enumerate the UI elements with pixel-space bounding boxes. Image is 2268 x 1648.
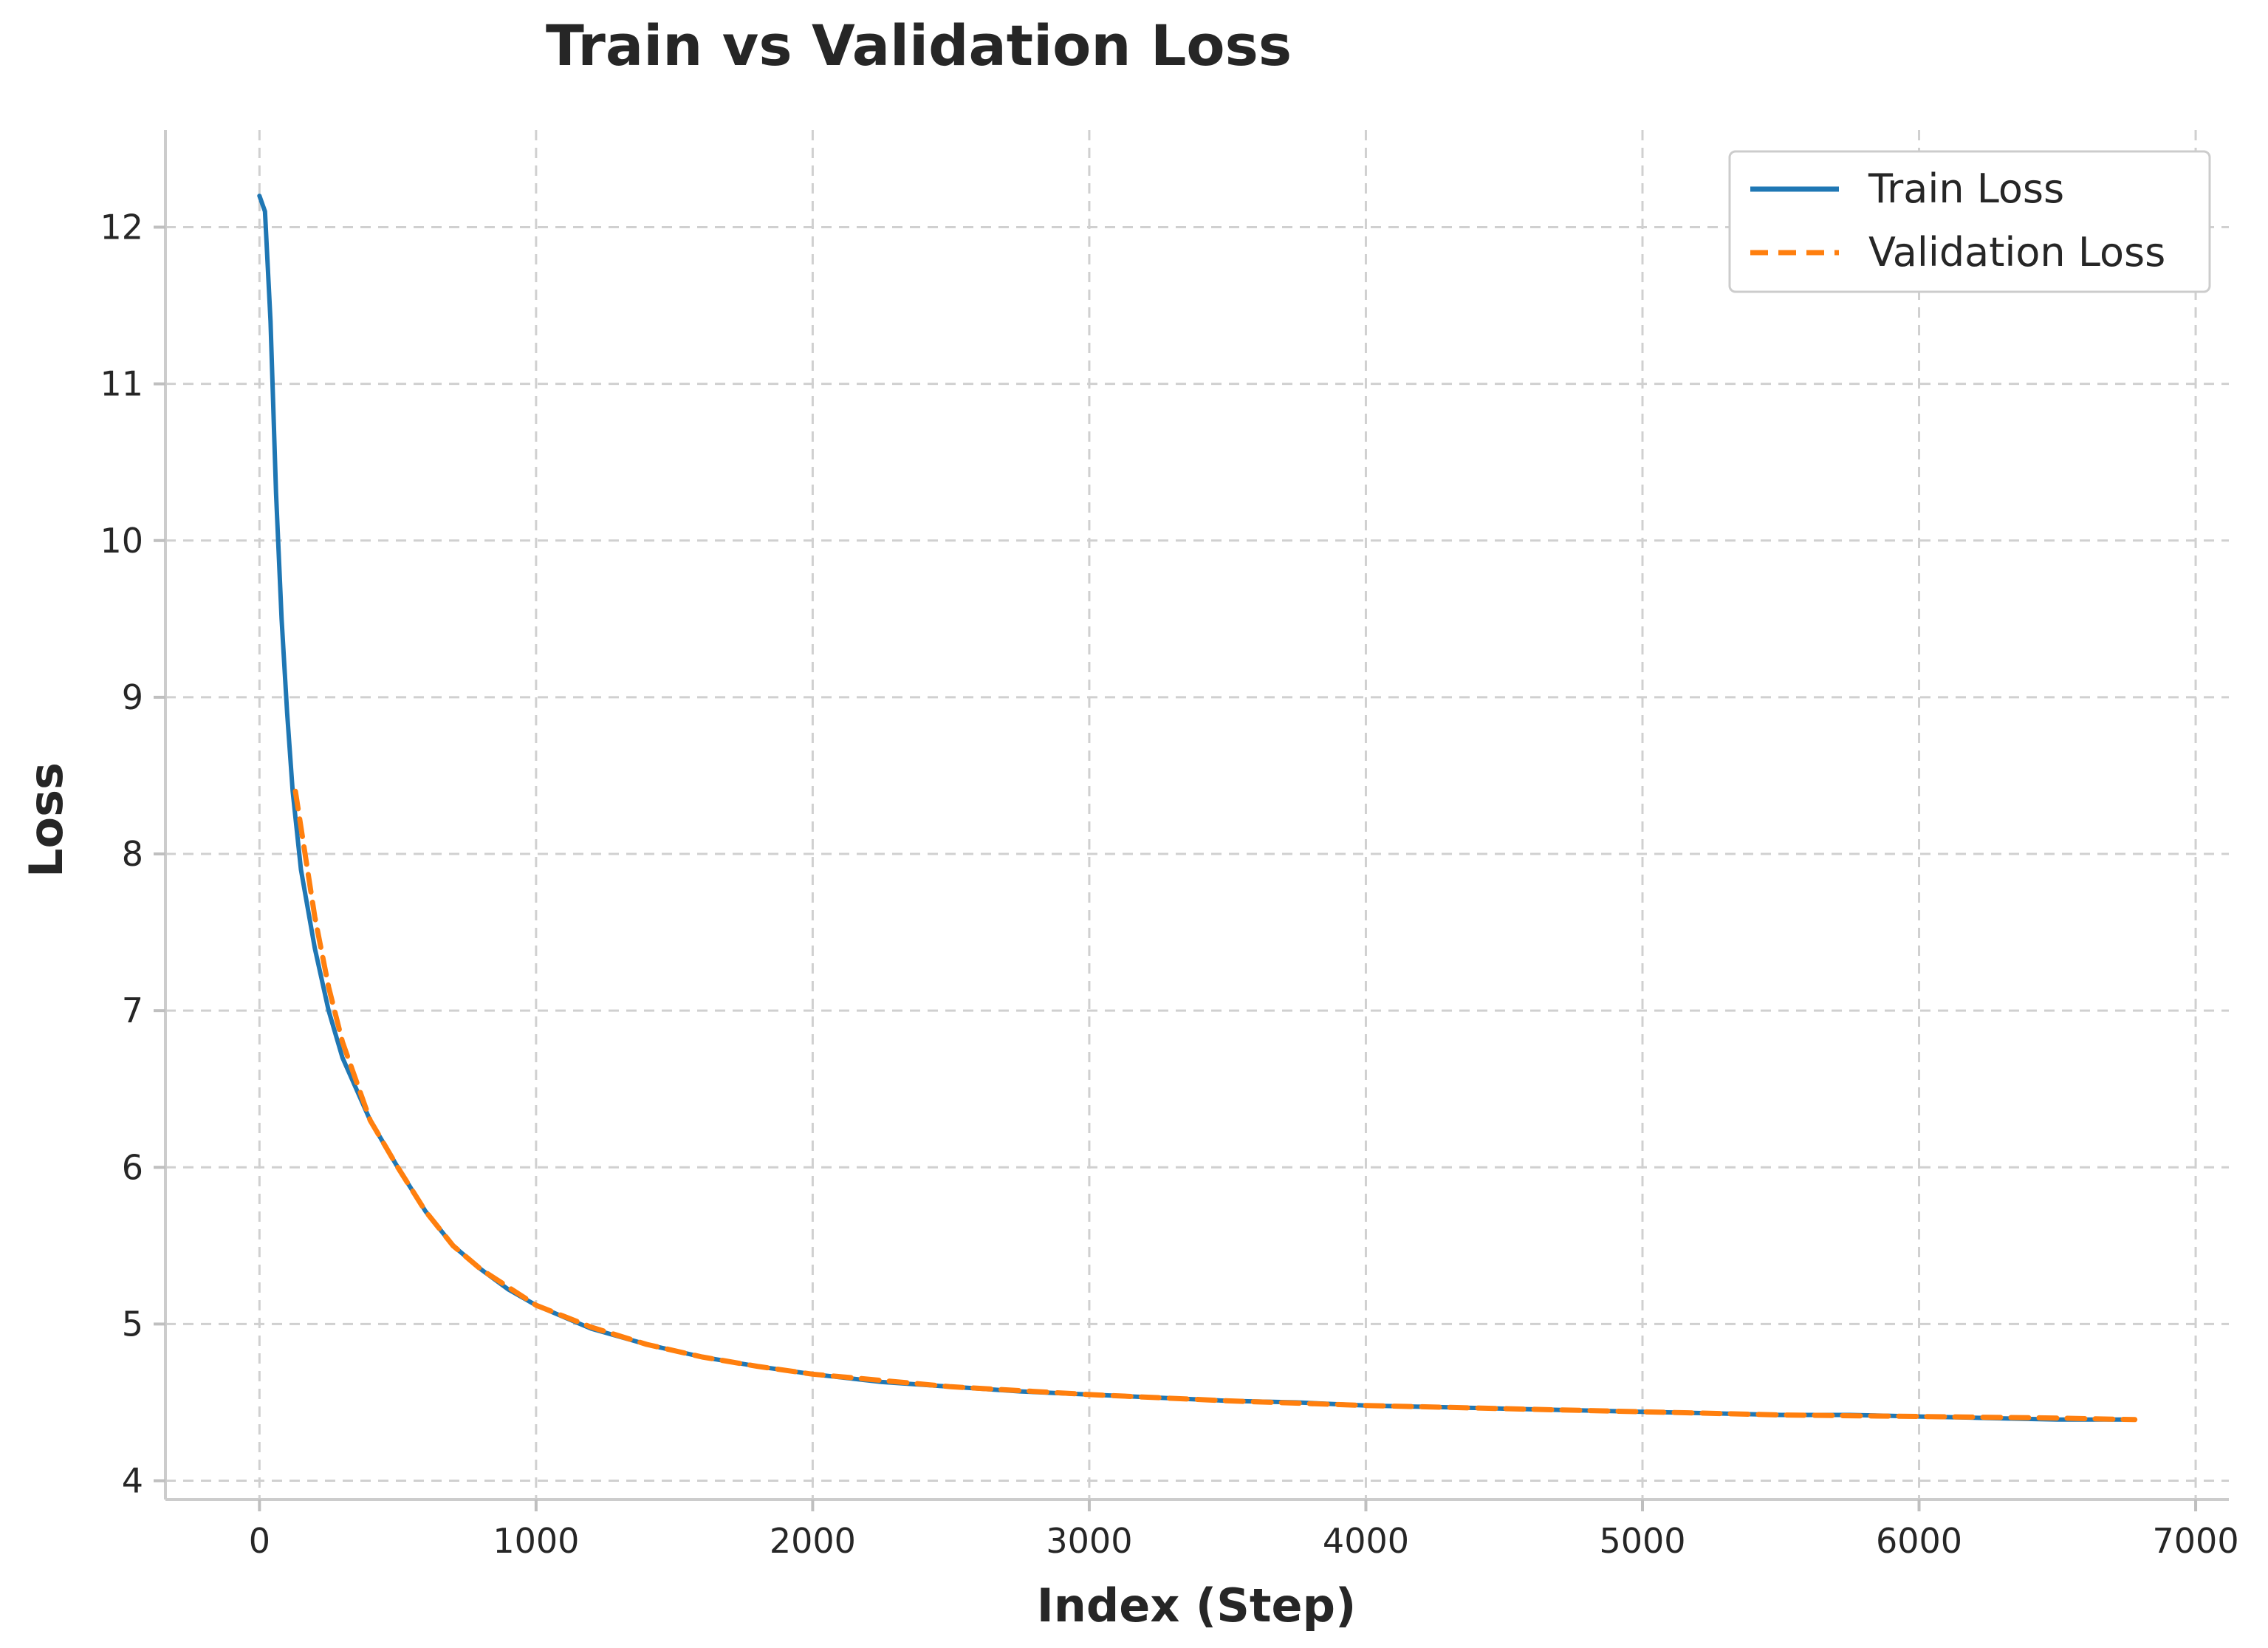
x-tick-label: 5000 xyxy=(1599,1521,1685,1561)
y-tick-label: 7 xyxy=(122,991,143,1030)
x-tick-label: 4000 xyxy=(1323,1521,1409,1561)
x-axis-label: Index (Step) xyxy=(1037,1579,1357,1632)
x-tick-label: 7000 xyxy=(2153,1521,2239,1561)
x-tick-label: 2000 xyxy=(770,1521,856,1561)
axis-ticks: 0 1000 2000 3000 4000 5000 6000 7000 4 5 6 7 8 9 10 11 1… xyxy=(100,208,2238,1561)
legend: Train Loss Validation Loss xyxy=(1728,150,2211,293)
series-lines xyxy=(257,194,2138,1423)
x-tick-label: 6000 xyxy=(1876,1521,1962,1561)
y-tick-label: 12 xyxy=(100,208,143,247)
legend-validation-label: Validation Loss xyxy=(1868,229,2165,276)
legend-box xyxy=(1728,150,2211,293)
y-tick-label: 11 xyxy=(100,364,143,404)
chart-title: Train vs Validation Loss xyxy=(546,13,1292,78)
y-tick-label: 9 xyxy=(122,677,143,717)
x-tick-label: 3000 xyxy=(1046,1521,1132,1561)
y-tick-label: 8 xyxy=(122,834,143,874)
y-tick-label: 4 xyxy=(122,1461,143,1501)
y-tick-label: 6 xyxy=(122,1147,143,1187)
validation-loss-line xyxy=(292,788,2138,1423)
y-tick-label: 10 xyxy=(100,521,143,561)
legend-train-label: Train Loss xyxy=(1868,165,2064,212)
grid-lines xyxy=(165,130,2229,1500)
x-tick-label: 0 xyxy=(249,1521,270,1561)
y-tick-label: 5 xyxy=(122,1304,143,1344)
train-loss-line xyxy=(257,194,2137,1422)
y-axis-label: Loss xyxy=(19,762,73,878)
x-tick-label: 1000 xyxy=(493,1521,579,1561)
